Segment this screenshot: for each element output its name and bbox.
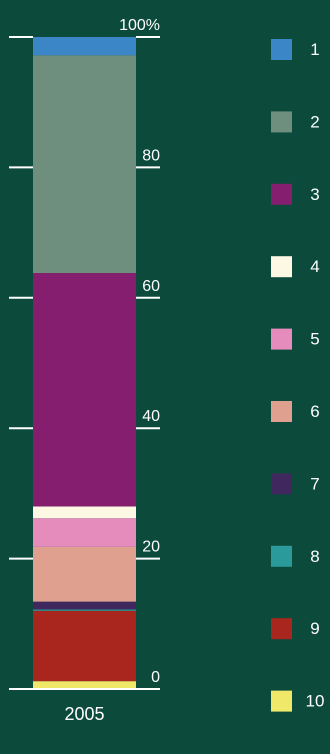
x-category-label: 2005 (64, 704, 104, 724)
legend-swatch-10 (271, 690, 292, 712)
bar-segment-8 (33, 609, 136, 611)
bar-segment-2 (33, 55, 136, 274)
legend-swatch-1 (271, 39, 292, 60)
legend-label: 5 (310, 330, 319, 349)
legend-label: 6 (310, 402, 319, 421)
y-tick-label: 40 (142, 408, 160, 425)
legend-label: 10 (306, 692, 325, 711)
y-tick-label: 80 (142, 147, 160, 164)
bar-segment-1 (33, 37, 136, 56)
bar-segment-6 (33, 546, 136, 602)
bar-segment-3 (33, 273, 136, 507)
legend-swatch-8 (271, 545, 292, 567)
y-axis-ticks: 0 20 40 60 80 100% (9, 17, 160, 690)
y-tick-label: 0 (151, 669, 160, 686)
legend-label: 4 (310, 257, 319, 276)
legend-swatch-4 (271, 256, 292, 278)
legend-label: 9 (310, 619, 319, 638)
bar-segment-4 (33, 506, 136, 519)
legend-swatch-7 (271, 473, 292, 495)
legend-swatch-3 (271, 183, 292, 205)
bar-segment-10 (33, 681, 136, 689)
legend-swatch-5 (271, 328, 292, 350)
y-tick-label: 100% (119, 17, 160, 34)
bar-segment-5 (33, 518, 136, 547)
legend-swatch-2 (271, 111, 292, 133)
legend-label: 3 (310, 185, 319, 204)
y-tick-label: 20 (142, 539, 160, 556)
legend-label: 2 (310, 112, 319, 131)
y-tick-label: 60 (142, 278, 160, 295)
legend-swatch-9 (271, 618, 292, 640)
x-axis-labels: 2005 (64, 704, 104, 724)
legend-label: 7 (310, 474, 319, 493)
legend-label: 8 (310, 547, 319, 566)
bar-segment-9 (33, 610, 136, 682)
legend: 1 2 3 4 5 6 7 8 9 10 (271, 39, 324, 712)
legend-swatch-6 (271, 401, 292, 422)
bar-segments (9, 37, 160, 690)
bar-segment-7 (33, 601, 136, 610)
legend-label: 1 (310, 40, 319, 59)
